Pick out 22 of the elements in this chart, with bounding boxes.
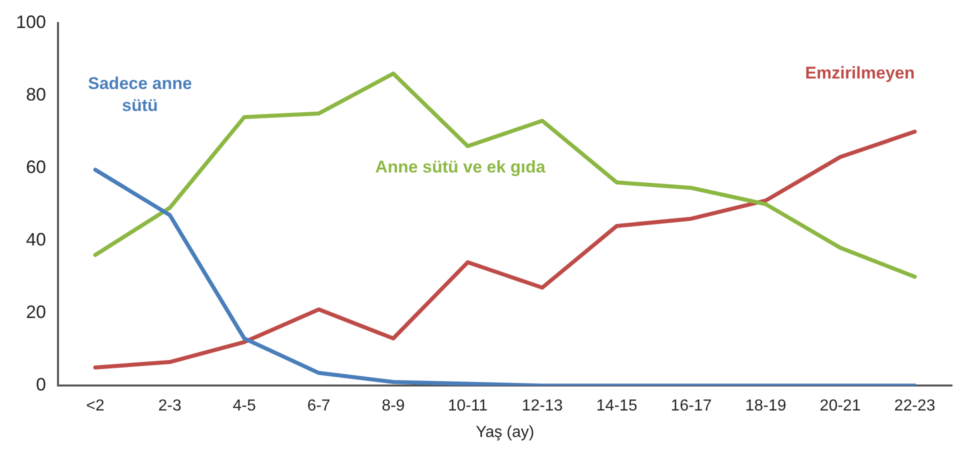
text: Sadece anne sütü bbox=[88, 74, 192, 116]
y-tick-label: 0 bbox=[36, 374, 46, 395]
series-label: Anne sütü ve ek gıda bbox=[375, 158, 546, 177]
x-tick-label: 6-7 bbox=[307, 398, 330, 415]
y-tick-label: 20 bbox=[26, 302, 46, 322]
y-tick-label: 40 bbox=[26, 229, 46, 250]
x-tick-label: 8-9 bbox=[382, 398, 405, 415]
x-tick-label: <2 bbox=[86, 398, 104, 415]
text: Emzirilmeyen bbox=[805, 63, 915, 82]
x-tick-label: 12-13 bbox=[522, 398, 563, 415]
y-tick-label: 60 bbox=[26, 156, 46, 177]
y-tick-label: 100 bbox=[16, 12, 46, 32]
x-tick-label: 14-15 bbox=[596, 398, 638, 415]
y-tick-label: 80 bbox=[26, 84, 46, 104]
x-tick-label: 16-17 bbox=[670, 398, 712, 415]
x-tick-label: 20-21 bbox=[820, 398, 861, 415]
x-tick-label: 10-11 bbox=[448, 398, 488, 415]
x-tick-label: 22-23 bbox=[894, 398, 936, 415]
x-tick-label: 18-19 bbox=[745, 398, 786, 415]
x-tick-label: 4-5 bbox=[232, 398, 256, 415]
x-tick-label: 2-3 bbox=[158, 398, 182, 415]
x-axis-title: Yaş (ay) bbox=[476, 424, 534, 441]
